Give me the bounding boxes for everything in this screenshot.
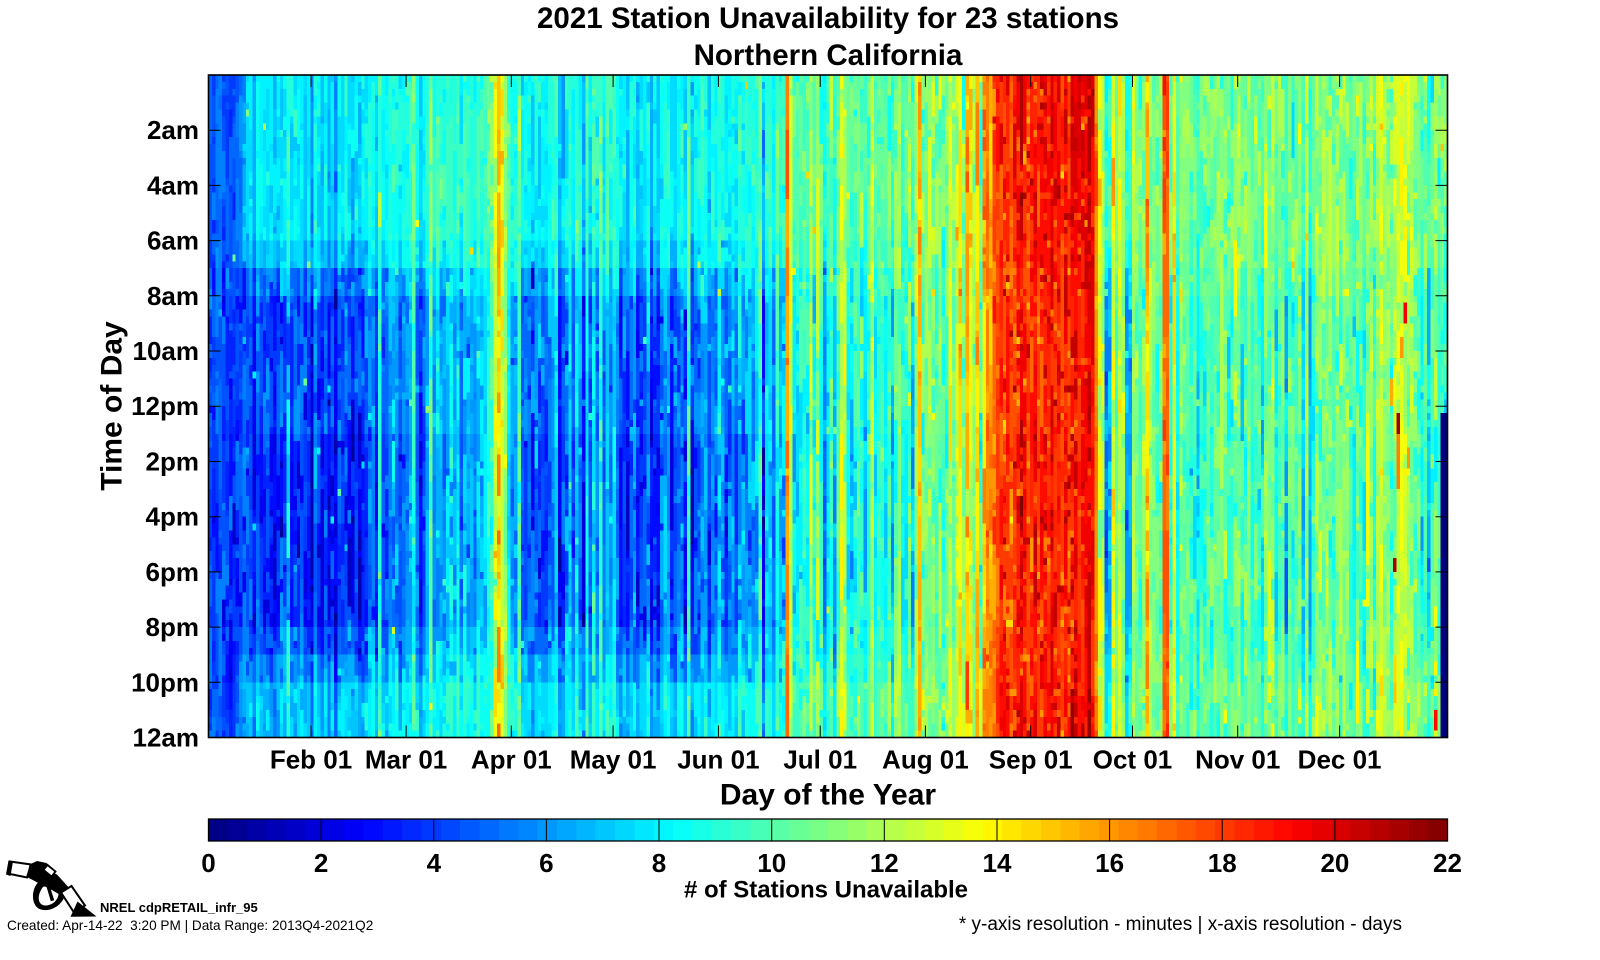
svg-text:# of Stations Unavailable: # of Stations Unavailable	[684, 877, 968, 904]
svg-text:2: 2	[314, 848, 328, 878]
svg-text:Jul 01: Jul 01	[783, 745, 857, 775]
svg-text:Nov 01: Nov 01	[1195, 745, 1280, 775]
svg-text:May 01: May 01	[570, 745, 657, 775]
svg-text:12am: 12am	[133, 723, 200, 753]
svg-text:* y-axis resolution - minutes: * y-axis resolution - minutes | x-axis r…	[959, 914, 1402, 935]
svg-text:Apr 01: Apr 01	[471, 745, 552, 775]
svg-text:2pm: 2pm	[146, 447, 199, 477]
svg-text:6: 6	[539, 848, 553, 878]
svg-text:Aug 01: Aug 01	[882, 745, 969, 775]
svg-text:4pm: 4pm	[146, 502, 199, 532]
svg-text:8: 8	[652, 848, 666, 878]
svg-text:6pm: 6pm	[146, 557, 199, 587]
svg-text:6am: 6am	[147, 226, 199, 256]
svg-text:Created: Apr-14-22 3:20 PM |: Created: Apr-14-22 3:20 PM | Data Range:…	[7, 918, 373, 933]
svg-text:18: 18	[1208, 848, 1237, 878]
svg-text:10: 10	[757, 848, 786, 878]
svg-text:2am: 2am	[147, 115, 199, 145]
svg-text:Mar 01: Mar 01	[365, 745, 447, 775]
svg-text:22: 22	[1433, 848, 1462, 878]
svg-text:16: 16	[1095, 848, 1124, 878]
svg-text:NREL cdpRETAIL_infr_95: NREL cdpRETAIL_infr_95	[100, 900, 258, 915]
svg-text:10am: 10am	[133, 336, 200, 366]
svg-text:2021 Station Unavailability fo: 2021 Station Unavailability for 23 stati…	[537, 2, 1119, 35]
svg-text:4am: 4am	[147, 170, 199, 200]
svg-text:Time of Day: Time of Day	[96, 321, 129, 491]
svg-text:14: 14	[983, 848, 1012, 878]
svg-text:20: 20	[1320, 848, 1349, 878]
svg-text:8am: 8am	[147, 281, 199, 311]
svg-text:Northern California: Northern California	[694, 39, 963, 72]
svg-text:4: 4	[427, 848, 442, 878]
svg-text:Jun 01: Jun 01	[677, 745, 759, 775]
svg-text:Sep 01: Sep 01	[989, 745, 1073, 775]
svg-text:Feb 01: Feb 01	[270, 745, 352, 775]
svg-text:Oct 01: Oct 01	[1093, 745, 1173, 775]
svg-text:8pm: 8pm	[146, 612, 199, 642]
svg-text:0: 0	[201, 848, 215, 878]
svg-text:Dec 01: Dec 01	[1298, 745, 1382, 775]
svg-text:10pm: 10pm	[131, 667, 199, 697]
svg-text:Day of the Year: Day of the Year	[720, 779, 937, 812]
svg-text:12pm: 12pm	[131, 391, 199, 421]
svg-text:12: 12	[870, 848, 899, 878]
